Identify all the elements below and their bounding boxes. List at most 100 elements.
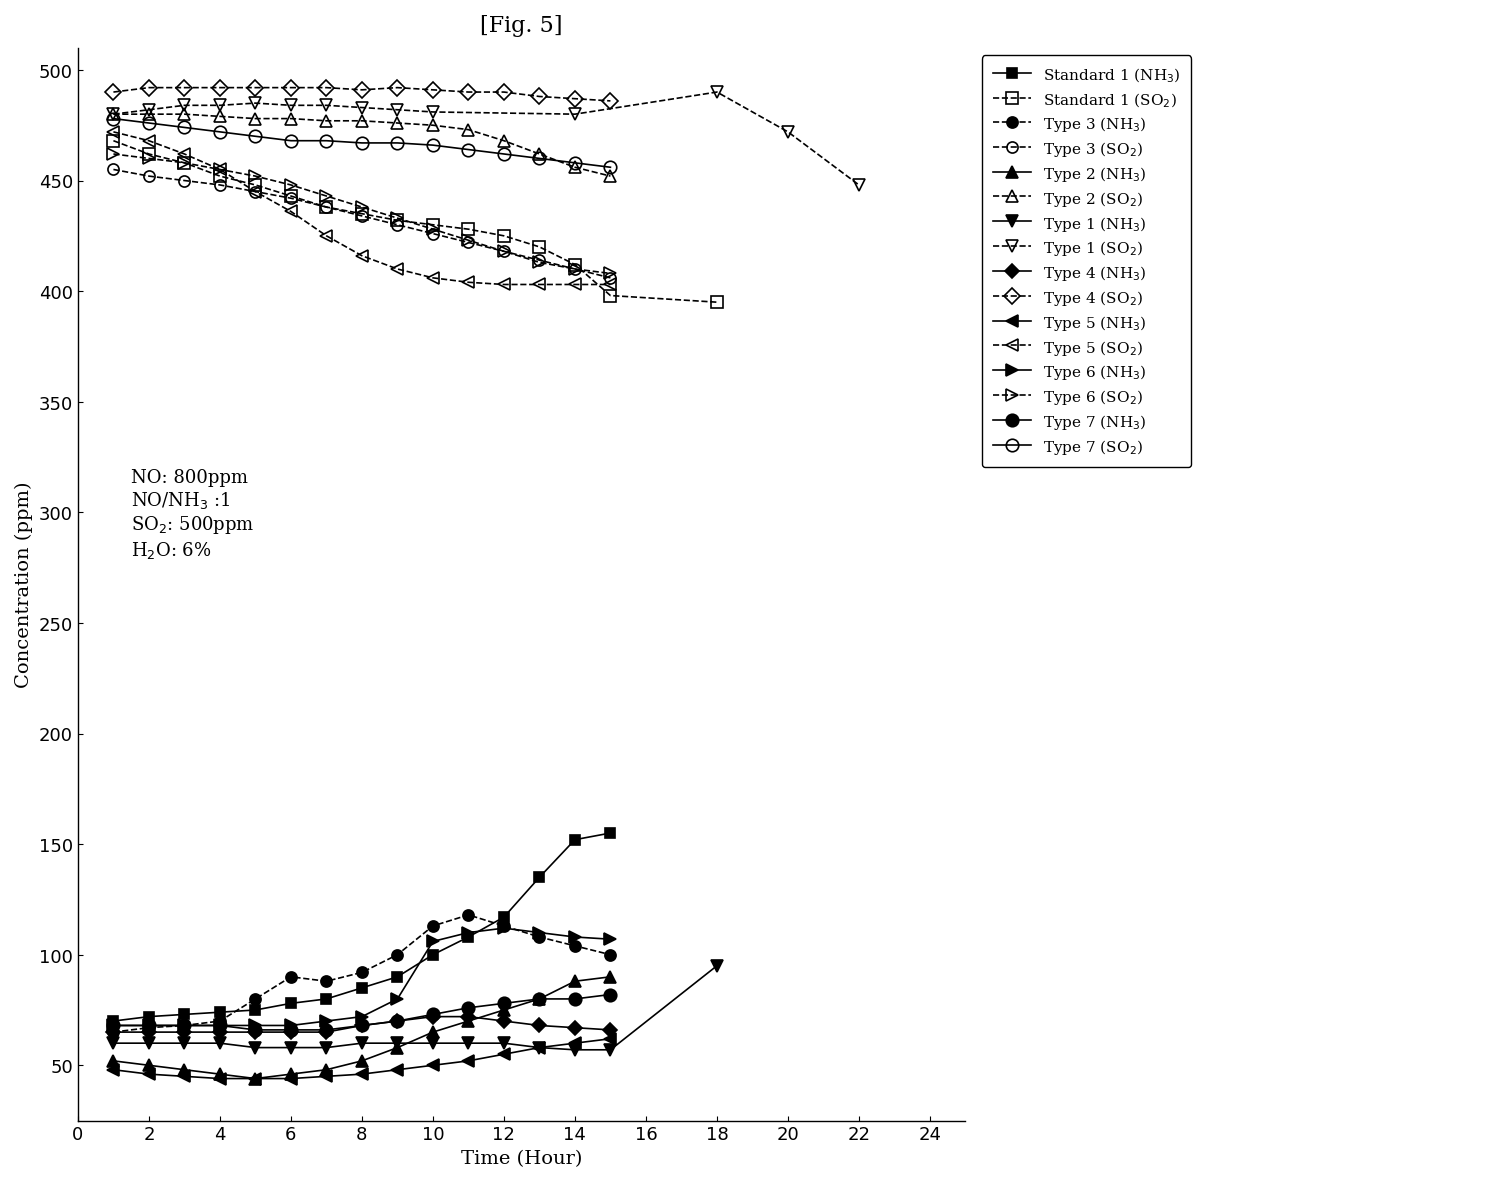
Type 5 (NH$_3$) — [459, 1054, 477, 1069]
Type 1 (NH$_3$) — [388, 1037, 406, 1051]
Type 3 (SO$_2$) — [565, 262, 583, 277]
Type 5 (NH$_3$) — [212, 1072, 230, 1086]
Type 7 (SO$_2$) — [565, 156, 583, 170]
Type 5 (SO$_2$) — [530, 278, 548, 292]
Type 6 (SO$_2$) — [141, 152, 159, 167]
Type 3 (NH$_3$) — [317, 974, 335, 988]
Type 6 (SO$_2$) — [104, 148, 122, 162]
Standard 1 (NH$_3$) — [175, 1007, 193, 1021]
Type 4 (SO$_2$) — [459, 86, 477, 100]
Type 1 (NH$_3$) — [352, 1037, 370, 1051]
Type 2 (SO$_2$) — [423, 119, 441, 134]
Standard 1 (SO$_2$) — [388, 214, 406, 228]
Type 5 (NH$_3$) — [141, 1067, 159, 1082]
Standard 1 (SO$_2$) — [141, 148, 159, 162]
Type 2 (SO$_2$) — [352, 115, 370, 129]
Standard 1 (SO$_2$) — [317, 201, 335, 215]
Standard 1 (NH$_3$) — [423, 948, 441, 962]
Type 5 (SO$_2$) — [141, 135, 159, 149]
Type 4 (NH$_3$) — [494, 1014, 512, 1028]
Type 5 (NH$_3$) — [104, 1063, 122, 1077]
Standard 1 (NH$_3$) — [317, 992, 335, 1006]
Standard 1 (SO$_2$) — [601, 290, 620, 304]
Type 1 (SO$_2$) — [317, 99, 335, 113]
Line: Standard 1 (NH$_3$): Standard 1 (NH$_3$) — [109, 829, 615, 1026]
Type 5 (SO$_2$) — [212, 163, 230, 177]
Type 1 (NH$_3$) — [246, 1040, 264, 1054]
Type 7 (SO$_2$) — [423, 138, 441, 152]
Type 1 (SO$_2$) — [175, 99, 193, 113]
Standard 1 (SO$_2$) — [352, 207, 370, 221]
Type 1 (NH$_3$) — [601, 1043, 620, 1057]
Type 1 (NH$_3$) — [141, 1037, 159, 1051]
Type 1 (NH$_3$) — [565, 1043, 583, 1057]
Type 7 (SO$_2$) — [281, 135, 299, 149]
Type 3 (NH$_3$) — [141, 1021, 159, 1035]
Type 5 (NH$_3$) — [601, 1032, 620, 1046]
Line: Type 1 (SO$_2$): Type 1 (SO$_2$) — [107, 86, 864, 191]
Type 1 (NH$_3$) — [175, 1037, 193, 1051]
Type 6 (NH$_3$) — [212, 1019, 230, 1033]
Type 6 (SO$_2$) — [317, 189, 335, 203]
Type 5 (NH$_3$) — [565, 1037, 583, 1051]
Type 3 (SO$_2$) — [175, 174, 193, 188]
Type 4 (NH$_3$) — [565, 1021, 583, 1035]
Standard 1 (NH$_3$) — [352, 981, 370, 995]
Standard 1 (NH$_3$) — [565, 833, 583, 847]
Type 2 (SO$_2$) — [601, 170, 620, 184]
Type 6 (NH$_3$) — [565, 930, 583, 944]
Type 1 (NH$_3$) — [317, 1040, 335, 1054]
Type 4 (NH$_3$) — [281, 1025, 299, 1039]
Line: Type 7 (NH$_3$): Type 7 (NH$_3$) — [107, 988, 616, 1037]
Type 1 (SO$_2$) — [104, 108, 122, 122]
Type 3 (NH$_3$) — [212, 1014, 230, 1028]
Type 7 (SO$_2$) — [141, 117, 159, 131]
Type 6 (SO$_2$) — [388, 212, 406, 226]
Type 3 (SO$_2$) — [388, 219, 406, 233]
Type 1 (NH$_3$) — [707, 959, 725, 973]
Type 1 (NH$_3$) — [530, 1040, 548, 1054]
Type 2 (NH$_3$) — [317, 1063, 335, 1077]
Type 7 (NH$_3$) — [246, 1022, 264, 1037]
Type 2 (SO$_2$) — [530, 148, 548, 162]
Type 5 (SO$_2$) — [388, 262, 406, 277]
Type 5 (SO$_2$) — [246, 186, 264, 200]
Type 2 (NH$_3$) — [141, 1058, 159, 1072]
Type 4 (SO$_2$) — [246, 82, 264, 96]
Legend: Standard 1 (NH$_3$), Standard 1 (SO$_2$), Type 3 (NH$_3$), Type 3 (SO$_2$), Type: Standard 1 (NH$_3$), Standard 1 (SO$_2$)… — [982, 57, 1191, 467]
Type 4 (SO$_2$) — [352, 84, 370, 98]
Type 2 (NH$_3$) — [246, 1072, 264, 1086]
Type 7 (NH$_3$) — [212, 1019, 230, 1033]
Type 2 (SO$_2$) — [494, 135, 512, 149]
Type 7 (NH$_3$) — [565, 992, 583, 1006]
Type 6 (NH$_3$) — [246, 1019, 264, 1033]
Type 2 (SO$_2$) — [246, 112, 264, 126]
Line: Type 4 (SO$_2$): Type 4 (SO$_2$) — [107, 83, 616, 108]
Type 6 (NH$_3$) — [175, 1019, 193, 1033]
Type 6 (NH$_3$) — [141, 1019, 159, 1033]
Type 1 (SO$_2$) — [281, 99, 299, 113]
Type 2 (SO$_2$) — [565, 161, 583, 175]
Type 4 (NH$_3$) — [141, 1025, 159, 1039]
Type 3 (NH$_3$) — [459, 908, 477, 922]
Type 2 (SO$_2$) — [459, 123, 477, 137]
Type 4 (NH$_3$) — [212, 1025, 230, 1039]
Standard 1 (NH$_3$) — [388, 970, 406, 985]
Type 5 (SO$_2$) — [565, 278, 583, 292]
Type 3 (NH$_3$) — [423, 920, 441, 934]
Type 4 (NH$_3$) — [601, 1022, 620, 1037]
Type 7 (NH$_3$) — [141, 1019, 159, 1033]
Type 6 (NH$_3$) — [459, 926, 477, 940]
Type 6 (NH$_3$) — [352, 1009, 370, 1024]
Type 2 (SO$_2$) — [104, 108, 122, 122]
Standard 1 (SO$_2$) — [530, 240, 548, 254]
Type 1 (NH$_3$) — [281, 1040, 299, 1054]
Text: NO: 800ppm
NO/NH$_3$ :1
SO$_2$: 500ppm
H$_2$O: 6%: NO: 800ppm NO/NH$_3$ :1 SO$_2$: 500ppm H… — [131, 468, 255, 560]
Type 5 (NH$_3$) — [352, 1067, 370, 1082]
Type 1 (SO$_2$) — [212, 99, 230, 113]
Type 7 (NH$_3$) — [317, 1022, 335, 1037]
Type 6 (SO$_2$) — [281, 178, 299, 193]
Type 1 (NH$_3$) — [423, 1037, 441, 1051]
Type 1 (SO$_2$) — [565, 108, 583, 122]
Type 7 (NH$_3$) — [104, 1019, 122, 1033]
